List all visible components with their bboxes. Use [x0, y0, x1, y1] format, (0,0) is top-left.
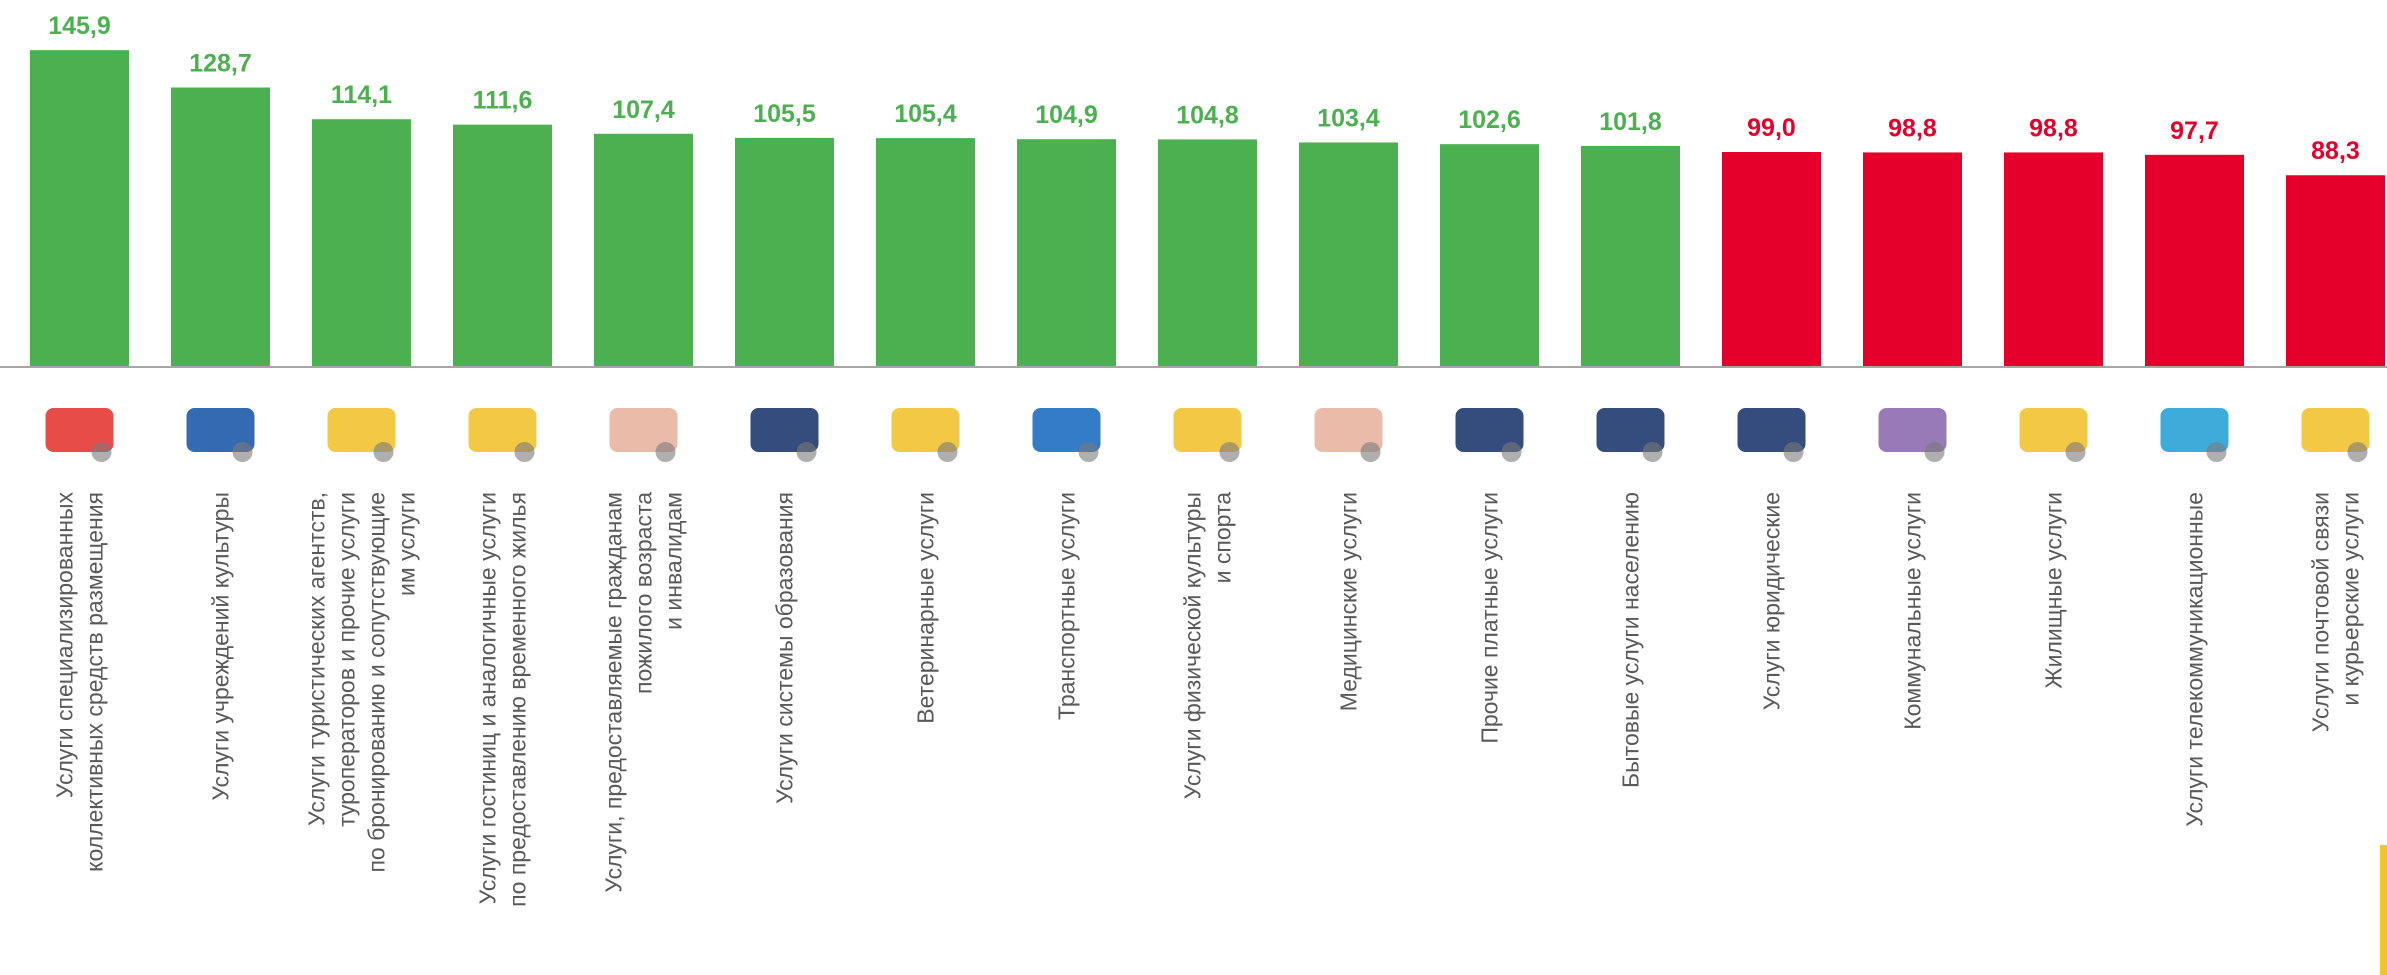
icon — [1219, 442, 1240, 462]
category-label: Услуги юридические — [1759, 492, 1785, 710]
bar — [171, 87, 270, 367]
category-label: Прочие платные услуги — [1477, 492, 1503, 744]
bar — [876, 138, 975, 367]
category-label: Коммунальные услуги — [1900, 492, 1926, 730]
value-label: 99,0 — [1747, 114, 1796, 142]
value-label: 104,9 — [1035, 101, 1098, 129]
icon — [2206, 442, 2227, 462]
icon — [1924, 442, 1945, 462]
value-label: 98,8 — [2029, 114, 2078, 142]
icon — [2065, 442, 2086, 462]
icon — [891, 408, 960, 452]
bar — [1017, 139, 1116, 367]
icon — [45, 408, 114, 452]
bar — [312, 119, 411, 368]
bar — [2004, 152, 2103, 367]
icon — [1596, 408, 1665, 452]
bar — [2145, 154, 2244, 367]
icon — [1783, 442, 1804, 462]
icon — [796, 442, 817, 462]
icon — [186, 408, 255, 452]
bar — [735, 137, 834, 367]
icon — [655, 442, 676, 462]
value-label: 114,1 — [331, 81, 392, 109]
value-label: 102,6 — [1458, 106, 1521, 134]
value-label: 107,4 — [612, 96, 675, 124]
icon — [91, 442, 112, 462]
icon — [1078, 442, 1099, 462]
icon — [1173, 408, 1242, 452]
value-label: 111,6 — [473, 87, 533, 115]
value-label: 103,4 — [1317, 104, 1380, 132]
icon — [750, 408, 819, 452]
category-label: Услуги физической культуры и спорта — [1180, 492, 1236, 799]
icon — [1737, 408, 1806, 452]
icon — [2301, 408, 2370, 452]
bar — [1440, 144, 1539, 367]
category-label: Услуги системы образования — [772, 492, 798, 804]
bar — [1299, 142, 1398, 367]
value-label: 88,3 — [2311, 137, 2360, 165]
icon — [1360, 442, 1381, 462]
icon — [2347, 442, 2368, 462]
category-label: Услуги специализированных коллективных ср… — [52, 492, 108, 872]
value-label: 145,9 — [48, 12, 111, 40]
icon — [327, 408, 396, 452]
category-label: Услуги почтовой связи и курьерские услуги — [2308, 492, 2364, 732]
value-label: 98,8 — [1888, 114, 1937, 142]
category-label: Жилищные услуги — [2041, 492, 2067, 689]
icon — [1878, 408, 1947, 452]
category-label: Ветеринарные услуги — [913, 492, 939, 724]
value-label: 105,5 — [753, 100, 816, 128]
category-label: Медицинские услуги — [1336, 492, 1362, 711]
bar — [30, 50, 129, 367]
bar — [594, 133, 693, 367]
value-label: 128,7 — [189, 50, 252, 78]
icon — [2019, 408, 2088, 452]
icon — [2160, 408, 2229, 452]
value-label: 97,7 — [2170, 117, 2219, 145]
icon — [1314, 408, 1383, 452]
icon — [609, 408, 678, 452]
bar — [1722, 152, 1821, 367]
bar — [1158, 139, 1257, 367]
value-label: 105,4 — [894, 100, 957, 128]
corner-accent — [2380, 845, 2387, 975]
bar — [1581, 145, 1680, 367]
category-label: Услуги гостиниц и аналогичные услуги по п… — [475, 492, 531, 907]
bar — [2286, 175, 2385, 367]
icon — [1501, 442, 1522, 462]
icon — [937, 442, 958, 462]
category-label: Услуги, предоставляемые гражданам пожилог… — [601, 492, 687, 893]
value-label: 101,8 — [1599, 108, 1662, 136]
category-label: Бытовые услуги населению — [1618, 492, 1644, 788]
category-label: Услуги учреждений культуры — [208, 492, 234, 801]
category-label: Услуги туристических агентств, туроперато… — [304, 492, 420, 873]
icon — [373, 442, 394, 462]
icon — [468, 408, 537, 452]
category-label: Услуги телекоммуникационные — [2182, 492, 2208, 827]
value-label: 104,8 — [1176, 101, 1239, 129]
icon — [1032, 408, 1101, 452]
category-label: Транспортные услуги — [1054, 492, 1080, 720]
icon — [232, 442, 253, 462]
icon — [514, 442, 535, 462]
icon — [1642, 442, 1663, 462]
bar — [453, 124, 552, 367]
bar — [1863, 152, 1962, 367]
icon — [1455, 408, 1524, 452]
